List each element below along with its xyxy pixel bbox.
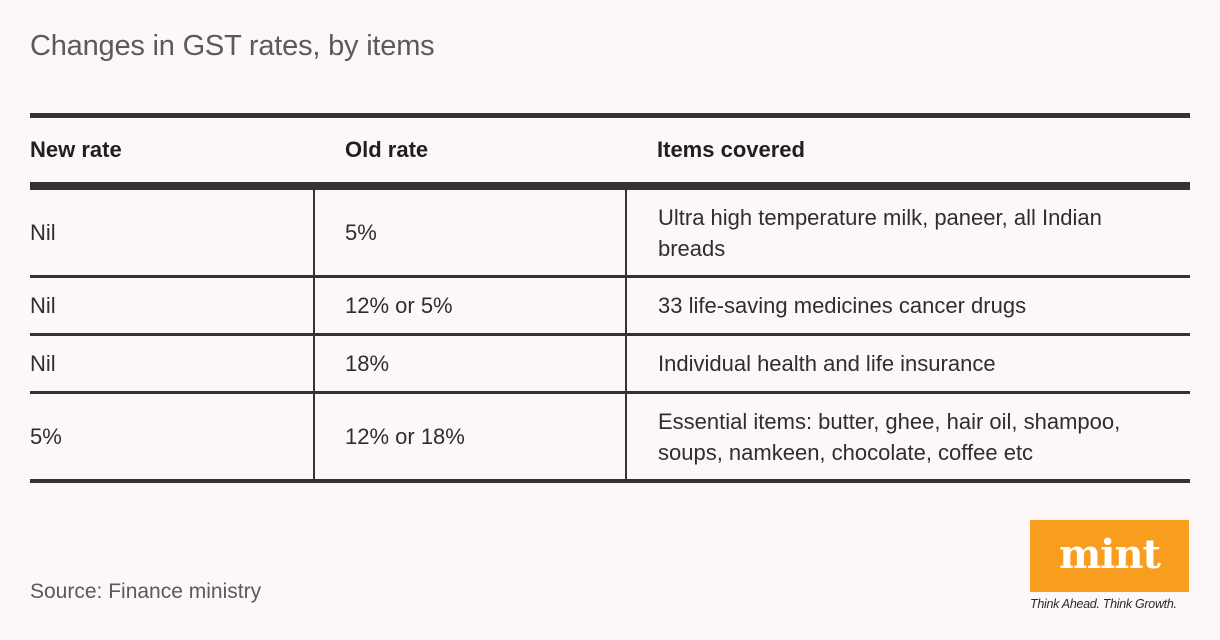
header-old-rate: Old rate bbox=[345, 137, 429, 162]
header-new-rate: New rate bbox=[30, 137, 122, 162]
table-header: New rate Old rate Items covered bbox=[30, 118, 1190, 187]
table-row: Nil 18% Individual health and life insur… bbox=[30, 333, 1190, 391]
cell-old-rate: 5% bbox=[313, 190, 625, 275]
source-note: Source: Finance ministry bbox=[30, 580, 262, 603]
header-items-covered: Items covered bbox=[657, 137, 805, 162]
logo-wordmark: mint bbox=[1058, 530, 1161, 578]
gst-rates-table: New rate Old rate Items covered Nil 5% U… bbox=[30, 113, 1190, 483]
table-row: Nil 12% or 5% 33 life-saving medicines c… bbox=[30, 275, 1190, 333]
table-row: Nil 5% Ultra high temperature milk, pane… bbox=[30, 187, 1190, 275]
table-row: 5% 12% or 18% Essential items: butter, g… bbox=[30, 391, 1190, 479]
cell-old-rate: 12% or 5% bbox=[313, 278, 625, 333]
brand-tagline: Think Ahead. Think Growth. bbox=[1030, 597, 1177, 611]
cell-new-rate: 5% bbox=[30, 424, 62, 449]
mint-logo: mint bbox=[1030, 520, 1189, 592]
cell-items: Essential items: butter, ghee, hair oil,… bbox=[625, 394, 1190, 479]
cell-new-rate: Nil bbox=[30, 220, 56, 245]
cell-old-rate: 12% or 18% bbox=[313, 394, 625, 479]
cell-items: 33 life-saving medicines cancer drugs bbox=[625, 278, 1190, 333]
cell-new-rate: Nil bbox=[30, 293, 56, 318]
cell-new-rate: Nil bbox=[30, 351, 56, 376]
cell-items: Individual health and life insurance bbox=[625, 336, 1190, 391]
cell-items: Ultra high temperature milk, paneer, all… bbox=[625, 190, 1190, 275]
page-title: Changes in GST rates, by items bbox=[30, 30, 435, 62]
cell-old-rate: 18% bbox=[313, 336, 625, 391]
